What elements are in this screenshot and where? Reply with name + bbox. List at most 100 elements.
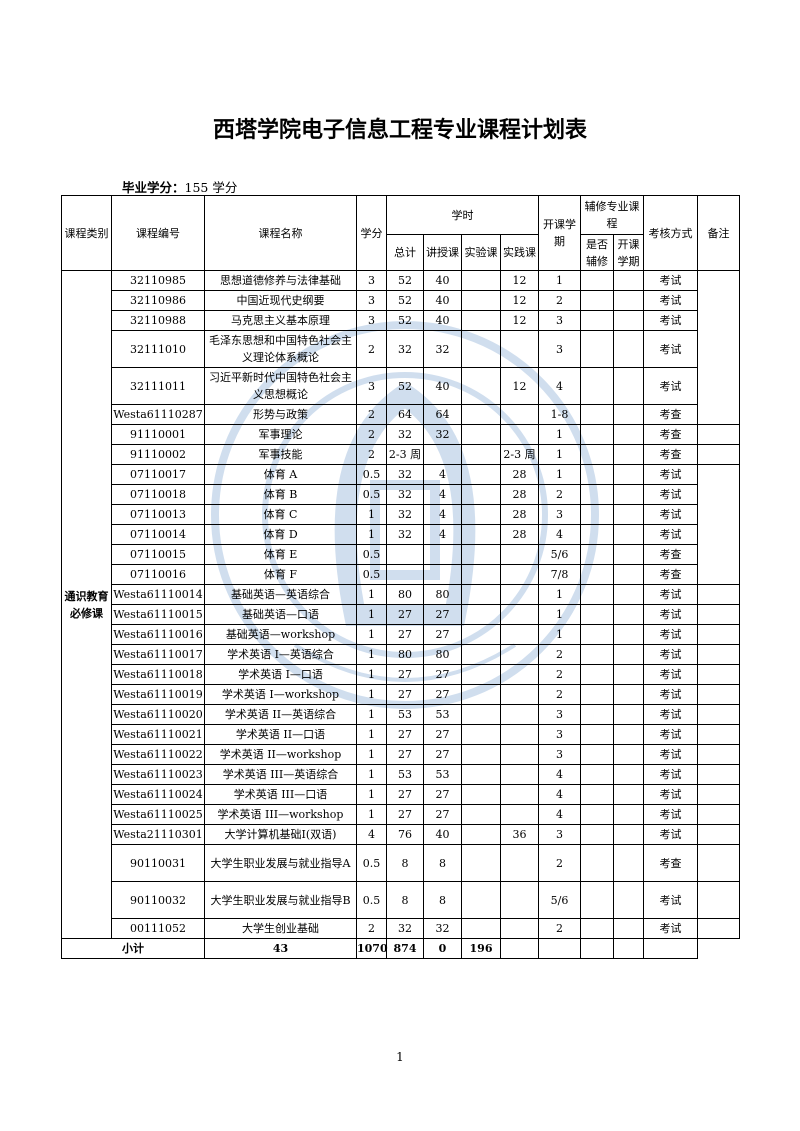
- exam-cell: 考试: [643, 270, 698, 291]
- hours-practice-cell: 36: [500, 824, 539, 845]
- hours-practice-cell: 12: [500, 270, 539, 291]
- minor-yes-cell: [580, 804, 614, 825]
- header-practice: 实践课: [500, 234, 539, 271]
- hours-practice-cell: 2-3 周: [500, 444, 539, 465]
- exam-cell: 考试: [643, 881, 698, 919]
- table-row: 07110017 体育 A 0.5 32 4 28 1 考试: [62, 464, 740, 585]
- hours-practice-cell: 12: [500, 290, 539, 311]
- minor-yes-cell: [580, 824, 614, 845]
- page-number: 1: [396, 1050, 404, 1064]
- hours-practice-cell: [500, 624, 539, 645]
- table-row: Westa61110017 学术英语 I—英语综合 1 80 80 2 考试: [62, 644, 740, 665]
- hours-lab-cell: [461, 424, 501, 445]
- minor-semester-cell: [613, 584, 644, 605]
- hours-total-cell: 53: [386, 704, 424, 725]
- course-code-cell: Westa61110024: [111, 784, 205, 805]
- note-cell: [697, 704, 740, 725]
- course-name-cell: 体育 C: [204, 504, 357, 525]
- hours-lecture-cell: 32: [423, 918, 462, 939]
- credit-cell: 3: [356, 367, 387, 405]
- course-name-cell: 体育 A: [204, 464, 357, 485]
- header-minor-semester: 开课学期: [613, 234, 644, 271]
- semester-cell: 1: [538, 270, 581, 291]
- table-row: Westa61110014 基础英语—英语综合 1 80 80 1 考试: [62, 584, 740, 605]
- hours-lab-cell: [461, 604, 501, 625]
- semester-cell: 1: [538, 584, 581, 605]
- exam-cell: 考试: [643, 584, 698, 605]
- hours-practice-cell: [500, 584, 539, 605]
- hours-lab-cell: [461, 367, 501, 405]
- semester-cell: 4: [538, 367, 581, 405]
- hours-total-cell: 32: [386, 330, 424, 368]
- table-row: 32110988 马克思主义基本原理 3 52 40 12 3 考试: [62, 310, 740, 331]
- minor-semester-cell: [613, 684, 644, 705]
- course-name-cell: 学术英语 III—英语综合: [204, 764, 357, 785]
- minor-semester-cell: [613, 504, 644, 525]
- minor-yes-cell: [580, 704, 614, 725]
- course-name-cell: 学术英语 II—workshop: [204, 744, 357, 765]
- hours-lab-cell: [461, 844, 501, 882]
- course-code-cell: 90110032: [111, 881, 205, 919]
- hours-lab-cell: [461, 804, 501, 825]
- hours-total-cell: 8: [386, 881, 424, 919]
- hours-lab-cell: [461, 464, 501, 485]
- subtotal-total: 1070: [356, 938, 388, 959]
- semester-cell: 7/8: [538, 564, 581, 585]
- note-cell: [697, 844, 740, 882]
- minor-semester-cell: [613, 724, 644, 745]
- hours-lecture-cell: 32: [423, 330, 462, 368]
- minor-yes-cell: [580, 684, 614, 705]
- hours-total-cell: 32: [386, 484, 424, 505]
- table-row: Westa61110015 基础英语—口语 1 27 27 1 考试: [62, 604, 740, 625]
- exam-cell: 考试: [643, 684, 698, 705]
- minor-semester-cell: [613, 464, 644, 485]
- semester-cell: 1-8: [538, 404, 581, 425]
- hours-lab-cell: [461, 444, 501, 465]
- hours-total-cell: 52: [386, 310, 424, 331]
- hours-practice-cell: [500, 684, 539, 705]
- course-code-cell: Westa61110022: [111, 744, 205, 765]
- course-plan-table: 课程类别 课程编号 课程名称 学分 学时 开课学期 辅修专业课程 考核方式 备注…: [61, 195, 740, 959]
- exam-cell: 考试: [643, 310, 698, 331]
- hours-lecture-cell: 32: [423, 424, 462, 445]
- course-name-cell: 军事技能: [204, 444, 357, 465]
- hours-lecture-cell: 27: [423, 664, 462, 685]
- semester-cell: 2: [538, 918, 581, 939]
- exam-cell: 考试: [643, 918, 698, 939]
- exam-cell: 考查: [643, 424, 698, 445]
- header-exam: 考核方式: [643, 195, 698, 271]
- minor-yes-cell: [580, 464, 614, 485]
- subtotal-label: 小计: [61, 938, 205, 959]
- note-cell: [697, 684, 740, 705]
- hours-practice-cell: [500, 724, 539, 745]
- hours-total-cell: 80: [386, 584, 424, 605]
- hours-lecture-cell: 27: [423, 744, 462, 765]
- hours-total-cell: 32: [386, 524, 424, 545]
- course-code-cell: 91110001: [111, 424, 205, 445]
- course-name-cell: 思想道德修养与法律基础: [204, 270, 357, 291]
- course-code-cell: 07110013: [111, 504, 205, 525]
- minor-semester-cell: [613, 704, 644, 725]
- note-cell: [697, 604, 740, 625]
- course-code-cell: 32110986: [111, 290, 205, 311]
- semester-cell: 1: [538, 464, 581, 485]
- hours-lab-cell: [461, 724, 501, 745]
- course-code-cell: 07110014: [111, 524, 205, 545]
- exam-cell: 考试: [643, 764, 698, 785]
- course-name-cell: 体育 D: [204, 524, 357, 545]
- subtotal-lab: 0: [423, 938, 462, 959]
- hours-lecture-cell: [423, 564, 462, 585]
- course-code-cell: 00111052: [111, 918, 205, 939]
- note-cell: [697, 444, 740, 465]
- table-row: Westa61110023 学术英语 III—英语综合 1 53 53 4 考试: [62, 764, 740, 785]
- exam-cell: 考试: [643, 290, 698, 311]
- minor-yes-cell: [580, 744, 614, 765]
- hours-lab-cell: [461, 290, 501, 311]
- exam-cell: 考试: [643, 504, 698, 525]
- credit-cell: 1: [356, 784, 387, 805]
- hours-lecture-cell: 27: [423, 804, 462, 825]
- note-cell: [697, 881, 740, 919]
- semester-cell: 4: [538, 524, 581, 545]
- hours-lecture-cell: 27: [423, 724, 462, 745]
